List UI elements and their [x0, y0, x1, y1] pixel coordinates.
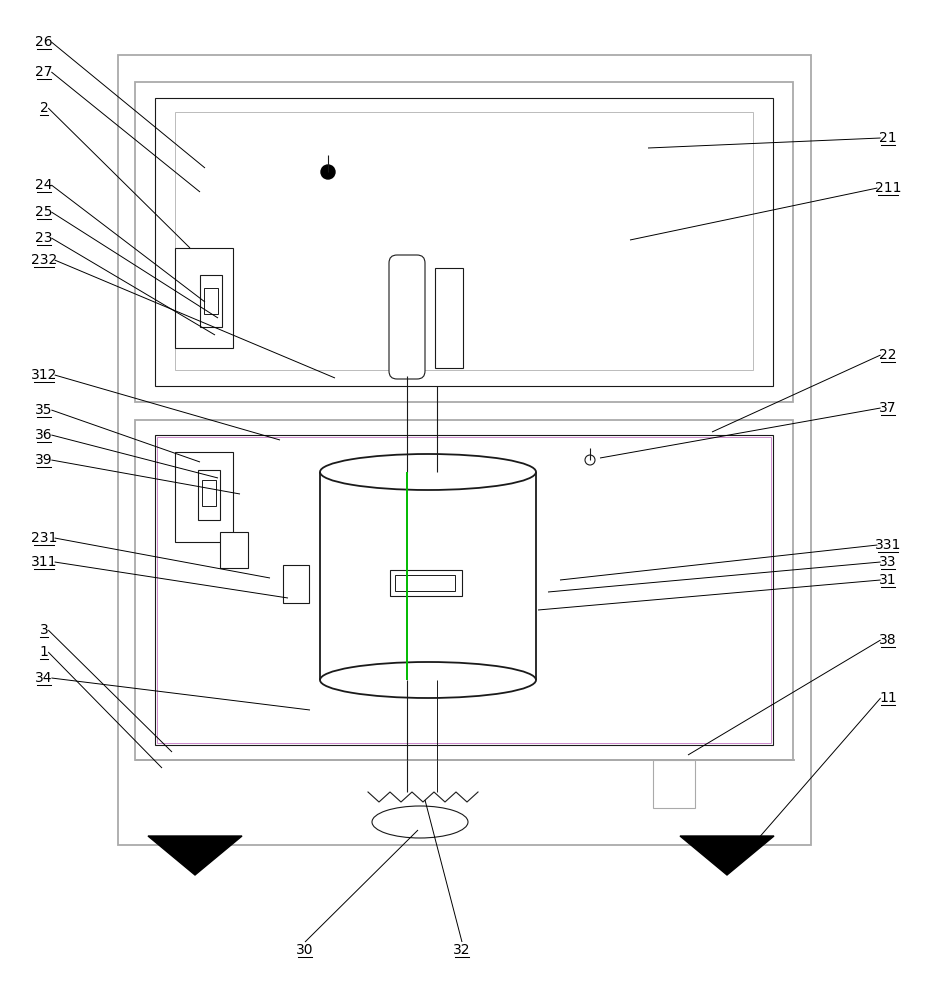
Bar	[390, 570, 461, 596]
Text: 36: 36	[35, 428, 53, 442]
Text: 26: 26	[35, 35, 53, 49]
Bar	[157, 437, 770, 743]
Bar	[198, 470, 220, 520]
Bar	[220, 532, 248, 568]
Ellipse shape	[319, 454, 535, 490]
Text: 37: 37	[878, 401, 896, 415]
Text: 38: 38	[878, 633, 896, 647]
Ellipse shape	[371, 806, 468, 838]
Polygon shape	[148, 836, 241, 875]
Text: 39: 39	[35, 453, 53, 467]
Bar	[174, 452, 233, 542]
FancyBboxPatch shape	[389, 255, 424, 379]
Text: 22: 22	[878, 348, 896, 362]
Text: 24: 24	[35, 178, 53, 192]
Bar	[283, 565, 309, 603]
Text: 30: 30	[296, 943, 314, 957]
Text: 1: 1	[40, 645, 48, 659]
Bar	[652, 760, 694, 808]
Bar	[204, 288, 218, 314]
Bar	[118, 55, 810, 845]
Bar	[394, 575, 455, 591]
Text: 27: 27	[35, 65, 53, 79]
Bar	[174, 248, 233, 348]
Polygon shape	[679, 836, 773, 875]
Text: 25: 25	[35, 205, 53, 219]
Circle shape	[585, 455, 594, 465]
Text: 31: 31	[878, 573, 896, 587]
Text: 35: 35	[35, 403, 53, 417]
Bar	[200, 275, 222, 327]
Text: 232: 232	[31, 253, 57, 267]
Text: 34: 34	[35, 671, 53, 685]
Bar	[135, 420, 793, 760]
Text: 312: 312	[31, 368, 58, 382]
Bar	[201, 480, 216, 506]
Circle shape	[321, 165, 335, 179]
Ellipse shape	[319, 662, 535, 698]
Text: 32: 32	[453, 943, 470, 957]
Text: 23: 23	[35, 231, 53, 245]
Bar	[155, 98, 772, 386]
Text: 331: 331	[874, 538, 900, 552]
Text: 21: 21	[878, 131, 896, 145]
Text: 311: 311	[31, 555, 58, 569]
Text: 211: 211	[874, 181, 900, 195]
Text: 3: 3	[40, 623, 48, 637]
Text: 231: 231	[31, 531, 58, 545]
Bar	[434, 268, 462, 368]
Text: 33: 33	[878, 555, 896, 569]
Text: 11: 11	[878, 691, 896, 705]
Bar	[174, 112, 753, 370]
Bar	[135, 82, 793, 402]
Text: 2: 2	[40, 101, 48, 115]
Bar	[155, 435, 772, 745]
